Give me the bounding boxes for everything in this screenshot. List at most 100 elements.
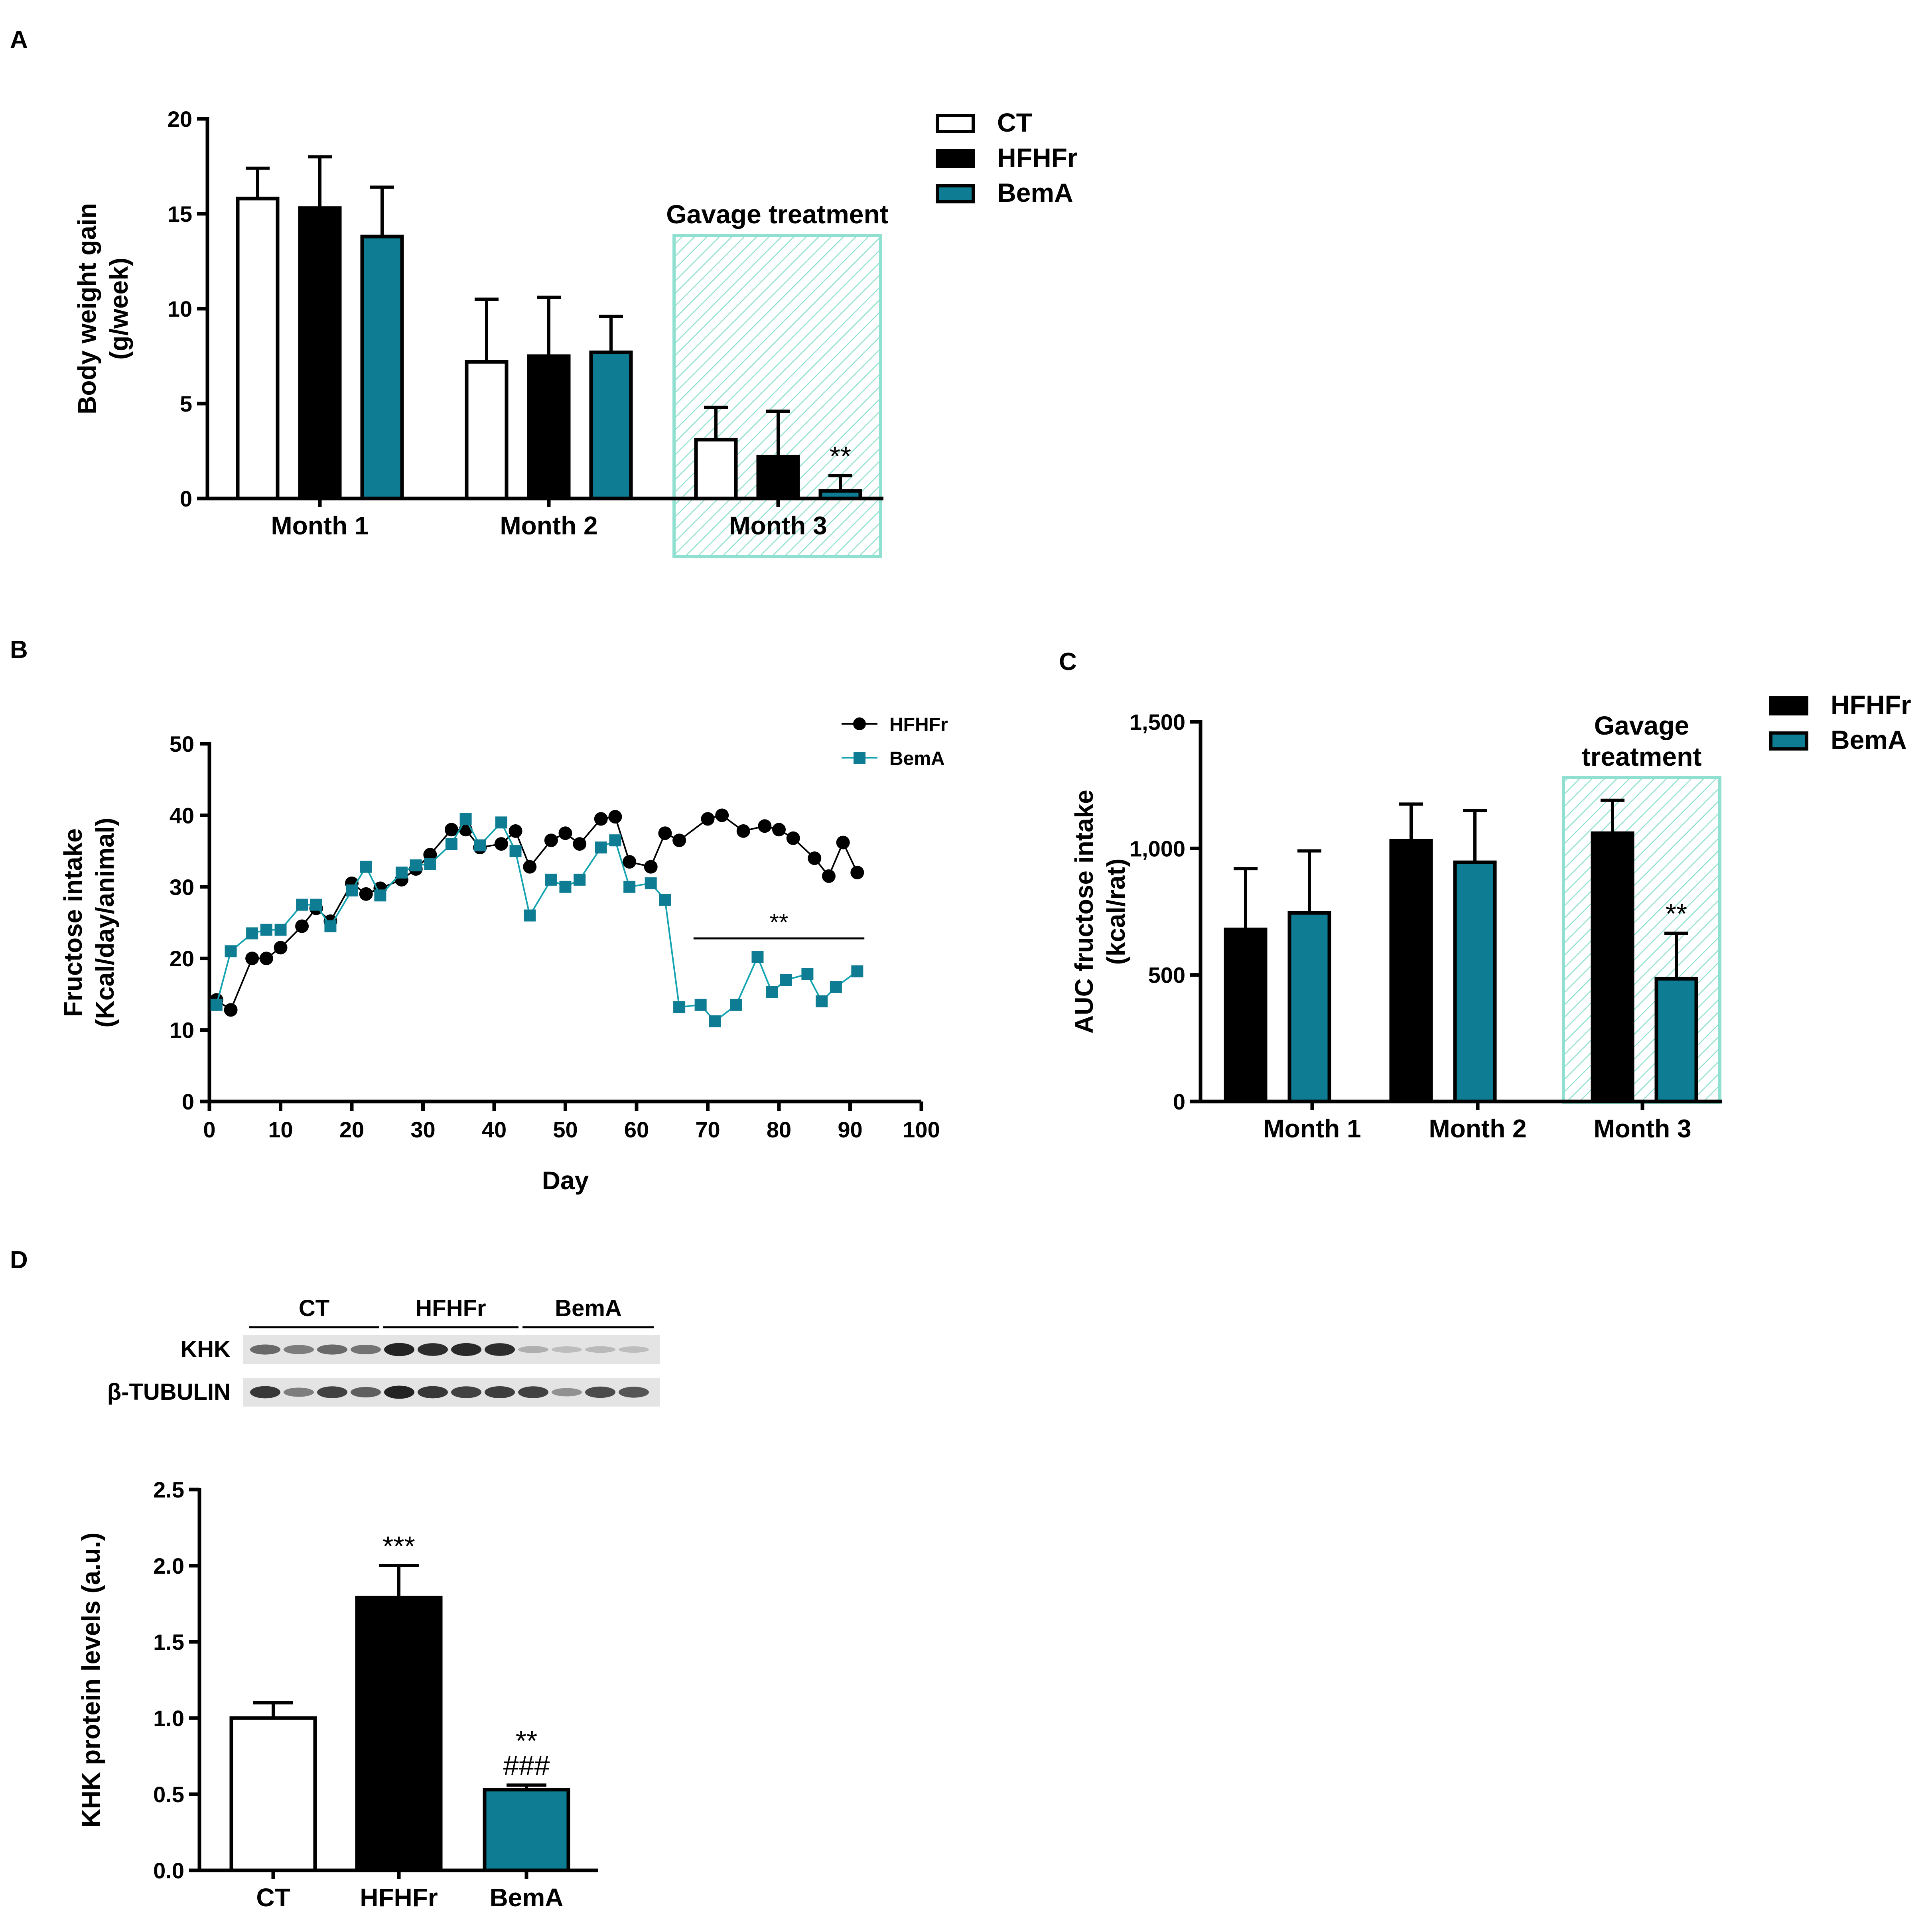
y-tick-label: 30: [170, 875, 194, 900]
data-point-hfhfr: [259, 952, 273, 965]
y-tick-label: 20: [170, 946, 194, 971]
data-point-bema: [459, 813, 472, 825]
significance-mark: **: [770, 909, 789, 936]
blot-group-label-bema: BemA: [555, 1295, 622, 1321]
data-point-bema: [260, 924, 272, 936]
blot-band: [585, 1386, 615, 1398]
highlight-label: treatment: [1582, 742, 1702, 771]
y-axis-title: (kcal/rat): [1102, 859, 1130, 965]
data-point-hfhfr: [274, 941, 288, 955]
panel-label-b: B: [10, 636, 28, 664]
y-tick-label: 10: [168, 296, 192, 321]
data-point-bema: [816, 995, 828, 1007]
data-point-bema: [730, 999, 742, 1011]
y-tick-label: 10: [170, 1018, 194, 1043]
panel-b-chart: 0 10 20 30 40 50 0 10 20 30 40 50 60 70 80 90 100 Day Fruc…: [59, 714, 948, 1195]
y-tick-label: 20: [168, 106, 192, 132]
blot-row-label: β-TUBULIN: [107, 1379, 231, 1405]
blot-band: [451, 1343, 481, 1356]
blot-band: [284, 1387, 314, 1397]
bar-bema-month-2: [589, 350, 633, 500]
data-point-hfhfr: [509, 824, 522, 838]
significance-mark: ***: [382, 1531, 415, 1562]
data-point-bema: [673, 1001, 686, 1013]
x-tick-label: 50: [553, 1117, 578, 1142]
x-tick-label: CT: [256, 1883, 290, 1912]
legend-label-ct: CT: [997, 108, 1032, 137]
data-point-bema: [623, 881, 636, 893]
data-point-bema: [751, 951, 764, 963]
data-point-hfhfr: [459, 823, 473, 837]
blot-row-label: KHK: [180, 1336, 231, 1362]
legend-swatch-hfhfr: [936, 149, 975, 168]
blot-band: [317, 1344, 347, 1355]
data-point-hfhfr: [758, 819, 772, 833]
y-tick-label: 0.5: [153, 1782, 184, 1807]
legend-swatch-bema: [936, 184, 975, 203]
y-axis-title: (Kcal/day/animal): [91, 818, 119, 1027]
y-tick-label: 0: [180, 486, 192, 511]
y-tick-label: 40: [170, 803, 194, 828]
data-point-hfhfr: [836, 835, 850, 849]
legend-marker-hfhfr: [853, 717, 866, 730]
x-tick-label: 100: [903, 1117, 940, 1142]
blot-band: [552, 1388, 582, 1397]
y-axis-title: KHK protein levels (a.u.): [77, 1533, 105, 1828]
x-tick-label: 30: [410, 1117, 435, 1142]
blot-band: [619, 1387, 649, 1398]
data-point-hfhfr: [623, 855, 637, 869]
y-axis-title: AUC fructose intake: [1070, 790, 1098, 1034]
blot-group-label-ct: CT: [299, 1295, 329, 1321]
x-tick-label: Month 1: [271, 511, 369, 540]
data-point-hfhfr: [701, 812, 715, 826]
y-tick-label: 2.5: [153, 1477, 184, 1502]
highlight-label: Gavage: [1594, 711, 1689, 740]
data-point-bema: [801, 968, 814, 980]
bar-hfhfr-month-2: [1389, 839, 1433, 1103]
blot-band: [518, 1346, 548, 1353]
bar-bema-month-1: [1287, 911, 1331, 1103]
significance-mark: ###: [503, 1750, 550, 1781]
data-point-bema: [595, 841, 607, 854]
legend-label-hfhfr: HFHFr: [1831, 690, 1911, 719]
data-point-bema: [360, 861, 372, 873]
y-tick-label: 1,000: [1130, 836, 1185, 861]
data-point-hfhfr: [224, 1003, 238, 1017]
data-point-bema: [545, 873, 557, 886]
blot-group-label-hfhfr: HFHFr: [415, 1295, 486, 1321]
bar-hfhfr-month-1: [1224, 927, 1268, 1103]
data-point-bema: [694, 999, 707, 1011]
data-point-bema: [424, 858, 436, 870]
data-point-bema: [830, 981, 842, 993]
significance-mark: **: [1666, 898, 1687, 929]
data-point-hfhfr: [715, 808, 729, 822]
data-point-hfhfr: [808, 851, 822, 865]
data-point-bema: [374, 889, 386, 902]
data-point-hfhfr: [594, 812, 608, 826]
y-tick-label: 1.0: [153, 1706, 184, 1731]
blot-band: [418, 1386, 448, 1399]
bar-ct-month-1: [236, 197, 280, 500]
data-point-bema: [246, 927, 258, 940]
highlight-box: [672, 234, 882, 558]
data-point-bema: [851, 965, 863, 977]
blot-band: [384, 1343, 414, 1356]
data-point-hfhfr: [608, 810, 622, 824]
panel-label-c: C: [1059, 648, 1077, 676]
data-point-bema: [574, 873, 586, 886]
data-point-bema: [766, 986, 778, 998]
x-tick-label: 10: [268, 1117, 293, 1142]
panel-a-chart: Gavage treatment ** 0 5 10 15 20 Month 1 Month 2…: [73, 106, 1078, 558]
data-point-bema: [210, 999, 223, 1011]
x-tick-label: Month 2: [1429, 1114, 1526, 1143]
data-point-bema: [225, 945, 237, 958]
blot-band: [351, 1387, 381, 1398]
legend-marker-bema: [854, 752, 865, 764]
data-point-bema: [780, 974, 792, 986]
data-point-hfhfr: [644, 860, 658, 874]
x-tick-label: Month 1: [1263, 1114, 1361, 1143]
legend-label-hfhfr: HFHFr: [889, 714, 948, 735]
legend-label-hfhfr: HFHFr: [997, 143, 1078, 172]
legend-swatch-ct: [936, 114, 975, 133]
